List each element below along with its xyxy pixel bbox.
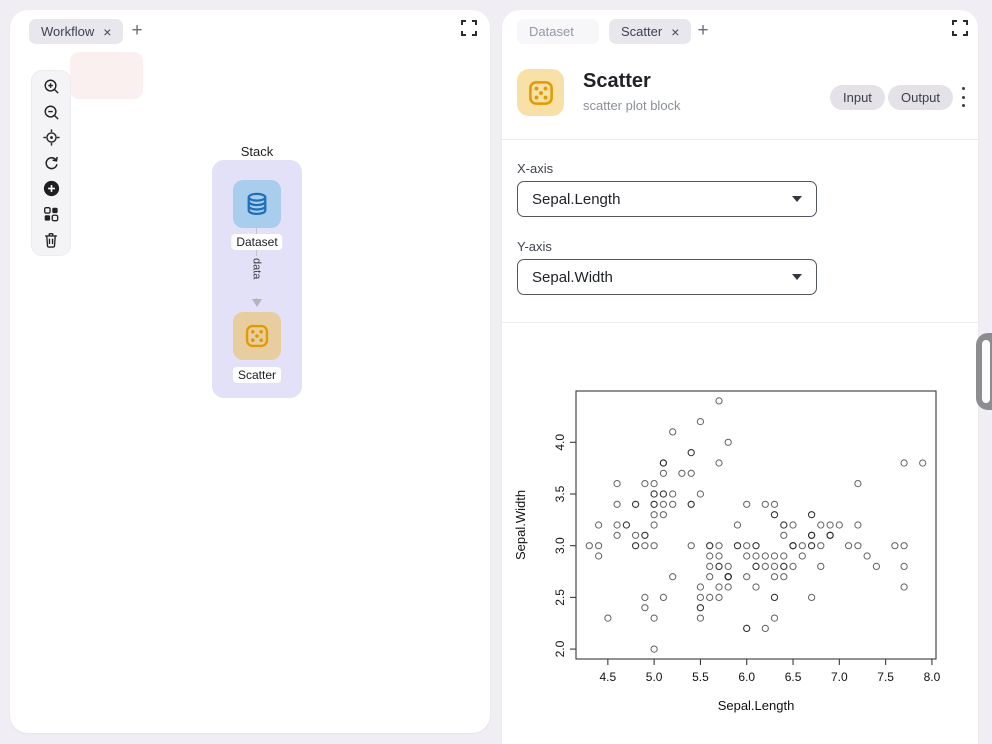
svg-text:6.5: 6.5	[785, 670, 802, 684]
svg-text:7.5: 7.5	[877, 670, 894, 684]
tab-workflow-label: Workflow	[41, 24, 95, 39]
canvas-toolbar	[31, 70, 71, 256]
database-icon	[243, 190, 271, 218]
zoom-out-icon[interactable]	[41, 102, 61, 122]
add-block-icon[interactable]	[41, 179, 61, 199]
add-tab-button[interactable]: +	[131, 20, 143, 41]
svg-text:3.5: 3.5	[553, 485, 567, 502]
scrollbar-thumb[interactable]	[976, 333, 992, 410]
locate-icon[interactable]	[41, 128, 61, 148]
svg-text:Sepal.Width: Sepal.Width	[513, 490, 528, 560]
y-axis-label: Y-axis	[517, 239, 552, 254]
svg-text:5.5: 5.5	[692, 670, 709, 684]
edge-label: data	[249, 256, 264, 298]
add-tab-button[interactable]: +	[697, 20, 709, 41]
divider	[502, 139, 978, 140]
y-axis-value: Sepal.Width	[532, 268, 613, 286]
tab-dataset[interactable]: Dataset	[517, 19, 599, 44]
zoom-in-icon[interactable]	[41, 77, 61, 97]
close-icon[interactable]: ×	[671, 23, 680, 40]
reset-view-icon[interactable]	[41, 153, 61, 173]
svg-text:8.0: 8.0	[924, 670, 941, 684]
x-axis-label: X-axis	[517, 161, 554, 176]
selection-highlight-rect	[70, 52, 143, 99]
scatter-node-label: Scatter	[232, 367, 282, 383]
dataset-node-label: Dataset	[231, 234, 283, 250]
page-title: Scatter	[583, 70, 651, 92]
auto-layout-icon[interactable]	[41, 204, 61, 224]
svg-text:Sepal.Length: Sepal.Length	[718, 698, 795, 713]
block-icon	[517, 69, 564, 116]
chevron-down-icon	[792, 274, 802, 280]
stack-group[interactable]: data Dataset	[212, 160, 302, 398]
divider	[502, 322, 978, 323]
svg-text:7.0: 7.0	[831, 670, 848, 684]
x-axis-value: Sepal.Length	[532, 190, 621, 208]
svg-text:2.5: 2.5	[553, 589, 567, 606]
kebab-menu-icon[interactable]	[958, 87, 968, 107]
scatter-dice-icon	[243, 322, 271, 350]
svg-text:4.0: 4.0	[553, 434, 567, 451]
delete-icon[interactable]	[41, 230, 61, 250]
block-inspector-panel: Dataset Scatter × + Scatter scatter plot…	[502, 10, 978, 744]
svg-text:5.0: 5.0	[646, 670, 663, 684]
fullscreen-icon[interactable]	[951, 19, 969, 37]
scrollbar-inner-bar	[982, 340, 990, 403]
tab-scatter[interactable]: Scatter ×	[609, 19, 692, 44]
chevron-down-icon	[792, 196, 802, 202]
input-button[interactable]: Input	[830, 85, 885, 110]
svg-text:3.0: 3.0	[553, 537, 567, 554]
close-icon[interactable]: ×	[103, 23, 112, 40]
tab-dataset-label: Dataset	[529, 24, 574, 39]
tab-scatter-label: Scatter	[621, 24, 663, 39]
group-label: Stack	[240, 144, 274, 159]
scatter-node[interactable]	[233, 312, 281, 360]
scatter-dice-icon	[526, 78, 556, 108]
output-button[interactable]: Output	[888, 85, 954, 110]
dataset-node[interactable]	[233, 180, 281, 228]
svg-text:4.5: 4.5	[600, 670, 617, 684]
fullscreen-icon[interactable]	[460, 19, 478, 37]
edge-arrowhead-icon	[251, 299, 262, 307]
workflow-canvas-panel: Workflow × +	[10, 10, 490, 733]
y-axis-select[interactable]: Sepal.Width	[517, 259, 817, 295]
page-subtitle: scatter plot block	[583, 98, 681, 113]
x-axis-select[interactable]: Sepal.Length	[517, 181, 817, 217]
scatter-plot: 4.5 5.0 5.5 6.0 6.5 7.0 7.5 8.0 2.0 2.5 3.0 3.5 4.0 S…	[513, 390, 941, 713]
svg-text:2.0: 2.0	[553, 640, 567, 657]
svg-text:6.0: 6.0	[738, 670, 755, 684]
tab-workflow[interactable]: Workflow ×	[29, 19, 124, 44]
